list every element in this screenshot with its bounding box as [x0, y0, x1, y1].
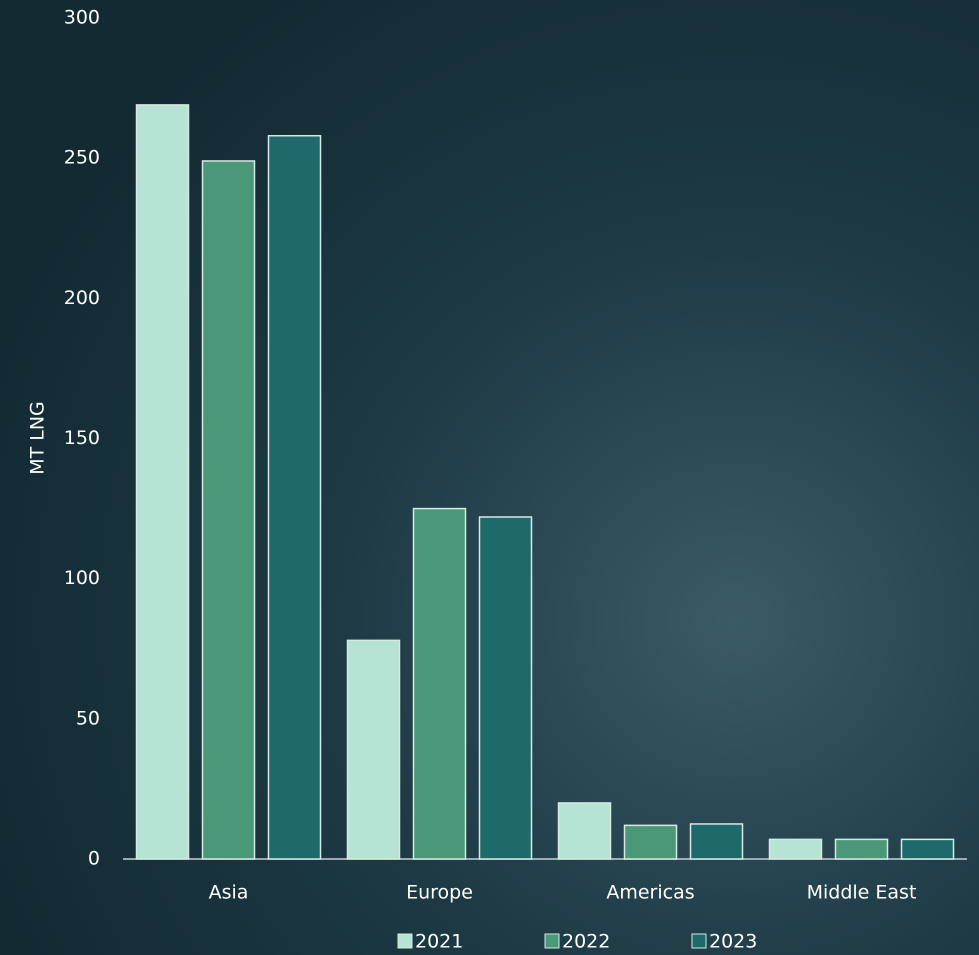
- y-tick-label: 150: [64, 427, 100, 449]
- bar: [346, 639, 401, 860]
- bar: [412, 507, 467, 860]
- bar: [689, 823, 744, 860]
- legend-label: 2023: [709, 931, 757, 953]
- legend-label: 2022: [562, 931, 610, 953]
- bar: [267, 134, 322, 860]
- x-tick-label: Asia: [209, 882, 249, 904]
- y-tick-label: 50: [76, 707, 100, 729]
- bar: [478, 516, 533, 860]
- y-tick-label: 100: [64, 567, 100, 589]
- legend-swatch: [544, 933, 560, 949]
- bar: [135, 104, 190, 860]
- bar: [201, 160, 256, 860]
- y-axis-label: MT LNG: [27, 401, 49, 475]
- bar: [623, 824, 678, 860]
- bar: [768, 838, 823, 860]
- x-tick-label: Americas: [606, 882, 694, 904]
- legend-swatch: [397, 933, 413, 949]
- bar: [557, 802, 612, 860]
- y-tick-label: 200: [64, 287, 100, 309]
- legend-swatch: [691, 933, 707, 949]
- legend-label: 2021: [415, 931, 463, 953]
- y-tick-label: 250: [64, 147, 100, 169]
- bar: [834, 838, 889, 860]
- bar: [900, 838, 955, 860]
- x-tick-label: Middle East: [807, 882, 917, 904]
- y-tick-label: 300: [64, 7, 100, 29]
- y-tick-label: 0: [88, 848, 100, 870]
- x-tick-label: Europe: [406, 882, 473, 904]
